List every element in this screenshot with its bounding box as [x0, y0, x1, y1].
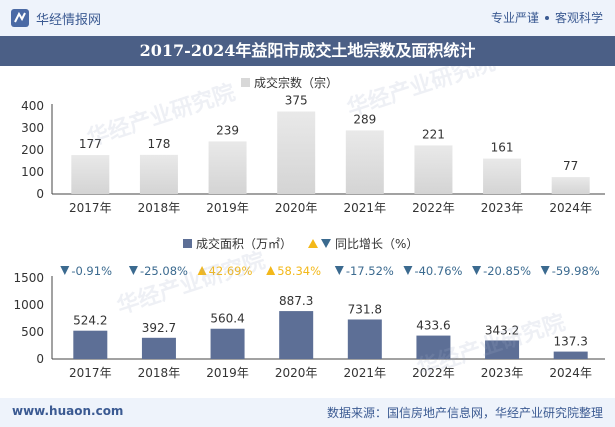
huajing-logo-icon	[11, 9, 29, 27]
bar-area-5	[416, 335, 451, 359]
legend-down-triangle-icon	[321, 239, 331, 248]
data-label-area-3: 887.3	[279, 294, 313, 308]
growth-label-3: 58.34%	[277, 264, 321, 278]
bar-count-5	[414, 145, 453, 194]
bar-count-1	[139, 154, 178, 194]
x-tick-label-top-0: 2017年	[69, 201, 112, 215]
y-tick-label: 100	[21, 165, 44, 179]
brand-name: 华经情报网	[36, 13, 102, 28]
data-label-count-1: 178	[147, 137, 170, 151]
chart-title: 2017-2024年益阳市成交土地宗数及面积统计	[0, 36, 615, 66]
data-source: 数据来源：国信房地产信息网，华经产业研究院整理	[326, 406, 603, 420]
growth-down-icon-1	[128, 266, 138, 275]
growth-label-7: -59.98%	[552, 264, 600, 278]
bar-area-2	[210, 328, 245, 359]
bar-count-7	[551, 177, 590, 194]
y-tick-label: 200	[21, 143, 44, 157]
legend-up-triangle-icon	[308, 239, 318, 248]
data-label-count-3: 375	[285, 94, 308, 108]
y-tick-label: 400	[21, 99, 44, 113]
growth-down-icon-0	[60, 266, 70, 275]
y-tick-label: 300	[21, 121, 44, 135]
x-tick-label-bottom-3: 2020年	[275, 366, 318, 380]
website-link[interactable]: www.huaon.com	[12, 404, 124, 418]
bar-count-2	[208, 141, 247, 194]
legend-label-growth: 同比增长（%）	[335, 237, 418, 251]
y-tick-label-bottom: 0	[36, 352, 44, 366]
growth-down-icon-4	[334, 266, 344, 275]
growth-label-4: -17.52%	[346, 264, 394, 278]
bar-area-7	[553, 351, 588, 359]
bar-area-0	[73, 330, 108, 359]
slogan-left: 专业严谨	[490, 11, 539, 25]
data-label-area-2: 560.4	[210, 312, 244, 326]
x-tick-label-bottom-5: 2022年	[412, 366, 455, 380]
slogan-right: 客观科学	[554, 11, 603, 25]
top-bar-chart: 成交宗数（宗） 0 100 200 300 400 177 2017年 178 2018年 239 2…	[21, 75, 605, 215]
bar-area-1	[141, 337, 176, 359]
data-label-count-4: 289	[353, 112, 376, 126]
growth-down-icon-6	[472, 266, 482, 275]
footer-bar: www.huaon.com 数据来源：国信房地产信息网，华经产业研究院整理	[0, 398, 615, 427]
x-tick-label-top-3: 2020年	[275, 201, 318, 215]
x-tick-label-bottom-6: 2023年	[481, 366, 524, 380]
x-tick-label-bottom-2: 2019年	[206, 366, 249, 380]
legend-label-count: 成交宗数（宗）	[254, 75, 338, 90]
x-tick-label-bottom-7: 2024年	[549, 366, 592, 380]
growth-label-6: -20.85%	[483, 264, 531, 278]
bar-count-3	[277, 111, 316, 194]
data-label-count-5: 221	[422, 127, 445, 141]
bar-area-6	[485, 340, 520, 359]
watermark-text: 华经产业研究院	[114, 247, 269, 319]
y-tick-label-bottom: 1000	[13, 298, 44, 312]
header-bar: 华经情报网 专业严谨 客观科学	[0, 0, 615, 36]
x-tick-label-top-6: 2023年	[481, 201, 524, 215]
growth-down-icon-5	[403, 266, 413, 275]
legend-swatch-count	[241, 78, 250, 87]
growth-label-1: -25.08%	[140, 264, 188, 278]
bar-count-0	[71, 155, 110, 194]
x-tick-label-top-5: 2022年	[412, 201, 455, 215]
data-label-area-4: 731.8	[348, 302, 382, 316]
data-label-count-2: 239	[216, 123, 239, 137]
x-tick-label-top-4: 2021年	[344, 201, 387, 215]
growth-label-5: -40.76%	[414, 264, 462, 278]
data-label-area-0: 524.2	[73, 314, 107, 328]
growth-label-2: 42.69%	[209, 264, 253, 278]
bar-count-6	[483, 158, 522, 194]
growth-label-0: -0.91%	[71, 264, 112, 278]
bar-count-4	[345, 130, 384, 194]
watermark-text: 华经产业研究院	[344, 66, 499, 122]
data-label-area-1: 392.7	[142, 321, 176, 335]
x-tick-label-bottom-0: 2017年	[69, 366, 112, 380]
legend-swatch-area	[183, 239, 192, 248]
legend-label-area: 成交面积（万㎡）	[196, 236, 292, 251]
bottom-bar-chart: 成交面积（万㎡） 同比增长（%） 0 500 1000 1500 524.2 2017年 -0.…	[13, 236, 605, 380]
x-tick-label-bottom-1: 2018年	[138, 366, 181, 380]
data-label-area-5: 433.6	[416, 319, 450, 333]
chart-area: 成交宗数（宗） 0 100 200 300 400 177 2017年 178 2018年 239 2…	[13, 66, 605, 382]
separator-dot	[544, 15, 549, 20]
growth-down-icon-7	[540, 266, 550, 275]
bar-area-3	[279, 311, 314, 359]
x-tick-label-bottom-4: 2021年	[344, 366, 387, 380]
x-tick-label-top-1: 2018年	[138, 201, 181, 215]
data-label-area-7: 137.3	[554, 335, 588, 349]
bar-area-4	[347, 319, 382, 359]
growth-up-icon-3	[266, 266, 276, 275]
data-label-area-6: 343.2	[485, 323, 519, 337]
x-tick-label-top-7: 2024年	[549, 201, 592, 215]
growth-up-icon-2	[197, 266, 207, 275]
x-tick-label-top-2: 2019年	[206, 201, 249, 215]
slogan: 专业严谨 客观科学	[491, 9, 603, 26]
data-label-count-7: 77	[563, 159, 578, 173]
data-label-count-6: 161	[491, 141, 514, 155]
data-label-count-0: 177	[79, 137, 102, 151]
y-tick-label-bottom: 1500	[13, 271, 44, 285]
y-tick-label-bottom: 500	[21, 325, 44, 339]
y-tick-label: 0	[36, 187, 44, 201]
